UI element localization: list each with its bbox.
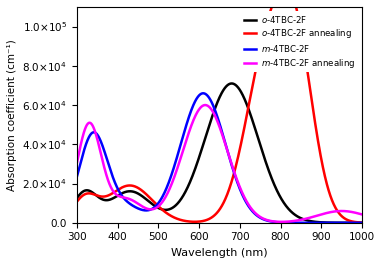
- Legend: $\it{o}$-4TBC-2F, $\it{o}$-4TBC-2F annealing, $\it{m}$-4TBC-2F, $\it{m}$-4TBC-2F: $\it{o}$-4TBC-2F, $\it{o}$-4TBC-2F annea…: [241, 11, 358, 72]
- $\it{m}$-4TBC-2F annealing: [200, 104, 205, 108]
- $\it{m}$-4TBC-2F annealing: [203, 103, 208, 107]
- $\it{m}$-4TBC-2F annealing: [190, 122, 194, 125]
- Line: $\it{m}$-4TBC-2F: $\it{m}$-4TBC-2F: [77, 93, 362, 223]
- $\it{o}$-4TBC-2F annealing: [200, 219, 205, 223]
- $\it{o}$-4TBC-2F: [200, 145, 205, 148]
- $\it{o}$-4TBC-2F annealing: [302, 51, 307, 54]
- $\it{o}$-4TBC-2F: [104, 198, 108, 202]
- $\it{m}$-4TBC-2F annealing: [74, 161, 79, 165]
- X-axis label: Wavelength (nm): Wavelength (nm): [171, 248, 268, 258]
- $\it{m}$-4TBC-2F annealing: [360, 213, 364, 216]
- $\it{o}$-4TBC-2F annealing: [104, 195, 108, 198]
- $\it{m}$-4TBC-2F: [297, 221, 302, 224]
- $\it{o}$-4TBC-2F annealing: [190, 220, 194, 223]
- $\it{m}$-4TBC-2F: [360, 221, 364, 224]
- $\it{m}$-4TBC-2F annealing: [271, 220, 275, 223]
- Line: $\it{o}$-4TBC-2F: $\it{o}$-4TBC-2F: [77, 83, 362, 223]
- $\it{o}$-4TBC-2F: [302, 218, 307, 221]
- $\it{o}$-4TBC-2F: [74, 197, 79, 200]
- $\it{o}$-4TBC-2F annealing: [74, 200, 79, 203]
- $\it{o}$-4TBC-2F: [229, 82, 234, 85]
- Line: $\it{o}$-4TBC-2F annealing: $\it{o}$-4TBC-2F annealing: [77, 0, 362, 223]
- $\it{o}$-4TBC-2F: [271, 180, 275, 183]
- $\it{m}$-4TBC-2F: [190, 106, 194, 109]
- $\it{m}$-4TBC-2F: [271, 220, 275, 223]
- $\it{m}$-4TBC-2F annealing: [298, 218, 302, 222]
- $\it{o}$-4TBC-2F annealing: [270, 3, 275, 6]
- $\it{m}$-4TBC-2F: [104, 155, 108, 158]
- $\it{m}$-4TBC-2F: [201, 92, 206, 95]
- $\it{m}$-4TBC-2F: [302, 221, 307, 224]
- $\it{o}$-4TBC-2F annealing: [360, 221, 364, 224]
- $\it{m}$-4TBC-2F: [74, 175, 79, 178]
- $\it{m}$-4TBC-2F annealing: [279, 220, 283, 223]
- $\it{o}$-4TBC-2F: [190, 175, 194, 178]
- Y-axis label: Absorption coefficient (cm⁻¹): Absorption coefficient (cm⁻¹): [7, 39, 17, 191]
- $\it{m}$-4TBC-2F: [200, 92, 205, 95]
- $\it{o}$-4TBC-2F: [297, 216, 302, 219]
- $\it{o}$-4TBC-2F: [360, 221, 364, 224]
- $\it{o}$-4TBC-2F annealing: [297, 21, 302, 24]
- $\it{m}$-4TBC-2F annealing: [104, 172, 108, 175]
- $\it{m}$-4TBC-2F annealing: [303, 217, 307, 220]
- Line: $\it{m}$-4TBC-2F annealing: $\it{m}$-4TBC-2F annealing: [77, 105, 362, 222]
